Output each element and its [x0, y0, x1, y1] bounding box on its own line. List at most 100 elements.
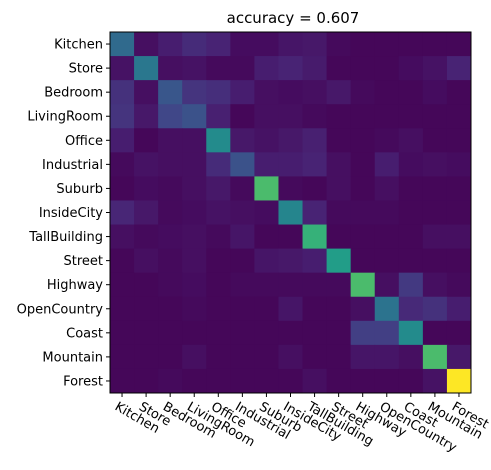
heatmap-cell — [158, 200, 183, 226]
heatmap-cell — [398, 56, 424, 81]
heatmap-cell — [374, 272, 400, 298]
heatmap-cell — [422, 368, 448, 394]
heatmap-cell — [446, 320, 472, 346]
heatmap-cell — [350, 248, 376, 274]
heatmap-cell — [446, 200, 472, 226]
heatmap-cell — [422, 104, 448, 129]
heatmap-cell — [278, 152, 304, 177]
heatmap-cell — [206, 128, 231, 153]
heatmap-cell — [158, 368, 183, 394]
heatmap-cell — [230, 32, 255, 57]
heatmap-cell — [110, 80, 135, 105]
heatmap-cell — [278, 368, 304, 394]
heatmap-cell — [374, 344, 400, 370]
heatmap-cell — [374, 152, 400, 177]
heatmap-cell — [398, 176, 424, 201]
heatmap-cell — [230, 152, 255, 177]
heatmap-cell — [350, 296, 376, 322]
heatmap-cell — [182, 56, 207, 81]
heatmap-cell — [422, 176, 448, 201]
heatmap-cell — [326, 32, 352, 57]
heatmap-cell — [134, 80, 159, 105]
heatmap-cell — [254, 200, 279, 226]
heatmap-cell — [350, 224, 376, 250]
y-tick-label: Industrial — [42, 158, 103, 173]
heatmap-cell — [350, 128, 376, 153]
heatmap-cell — [398, 104, 424, 129]
heatmap-cell — [422, 80, 448, 105]
heatmap-cell — [350, 80, 376, 105]
heatmap-cell — [350, 104, 376, 129]
heatmap-cell — [398, 344, 424, 370]
heatmap-cell — [326, 80, 352, 105]
heatmap-cell — [326, 320, 352, 346]
heatmap-cell — [302, 320, 328, 346]
heatmap-cell — [230, 296, 255, 322]
heatmap-cell — [302, 32, 328, 57]
heatmap-cell — [206, 32, 231, 57]
heatmap-cell — [206, 152, 231, 177]
heatmap-cell — [134, 272, 159, 298]
heatmap-cell — [110, 368, 135, 394]
heatmap-cell — [326, 128, 352, 153]
heatmap-cell — [230, 56, 255, 81]
heatmap-cell — [158, 344, 183, 370]
heatmap-cell — [206, 200, 231, 226]
heatmap-cell — [422, 296, 448, 322]
heatmap-cell — [350, 272, 376, 298]
heatmap-cell — [326, 152, 352, 177]
y-tick-label: Kitchen — [54, 38, 103, 53]
heatmap-cell — [182, 224, 207, 250]
heatmap-cell — [110, 104, 135, 129]
heatmap-cell — [206, 248, 231, 274]
heatmap-cell — [158, 248, 183, 274]
y-tick-label: Office — [65, 134, 103, 149]
heatmap-cell — [206, 104, 231, 129]
heatmap-cell — [422, 200, 448, 226]
heatmap-cell — [302, 272, 328, 298]
heatmap-cell — [230, 104, 255, 129]
heatmap-cell — [254, 320, 279, 346]
heatmap-cell — [206, 344, 231, 370]
heatmap-cell — [278, 248, 304, 274]
heatmap-cell — [326, 272, 352, 298]
heatmap-cell — [230, 272, 255, 298]
heatmap-cell — [182, 200, 207, 226]
heatmap-cell — [158, 104, 183, 129]
heatmap-cell — [446, 152, 472, 177]
heatmap-cell — [134, 104, 159, 129]
heatmap-cell — [398, 272, 424, 298]
heatmap-cell — [422, 56, 448, 81]
heatmap-cell — [374, 56, 400, 81]
heatmap-cell — [182, 368, 207, 394]
heatmap-cell — [230, 368, 255, 394]
heatmap-cell — [302, 224, 328, 250]
heatmap-cell — [158, 80, 183, 105]
heatmap-cell — [110, 272, 135, 298]
heatmap-cells — [110, 32, 472, 394]
heatmap-cell — [254, 344, 279, 370]
heatmap-cell — [374, 296, 400, 322]
heatmap-cell — [230, 248, 255, 274]
heatmap-cell — [422, 272, 448, 298]
heatmap-cell — [278, 296, 304, 322]
heatmap-cell — [350, 368, 376, 394]
heatmap-cell — [110, 32, 135, 57]
heatmap-cell — [446, 344, 472, 370]
heatmap-cell — [350, 32, 376, 57]
heatmap-cell — [254, 80, 279, 105]
heatmap-cell — [326, 296, 352, 322]
heatmap-cell — [350, 56, 376, 81]
heatmap-cell — [182, 80, 207, 105]
heatmap-cell — [326, 224, 352, 250]
heatmap-cell — [446, 368, 472, 394]
heatmap-cell — [134, 56, 159, 81]
heatmap-cell — [374, 224, 400, 250]
heatmap-cell — [182, 128, 207, 153]
heatmap-cell — [278, 176, 304, 201]
y-tick-label: Street — [63, 254, 103, 269]
heatmap-cell — [206, 80, 231, 105]
heatmap-cell — [182, 296, 207, 322]
heatmap-cell — [398, 32, 424, 57]
heatmap-cell — [302, 368, 328, 394]
